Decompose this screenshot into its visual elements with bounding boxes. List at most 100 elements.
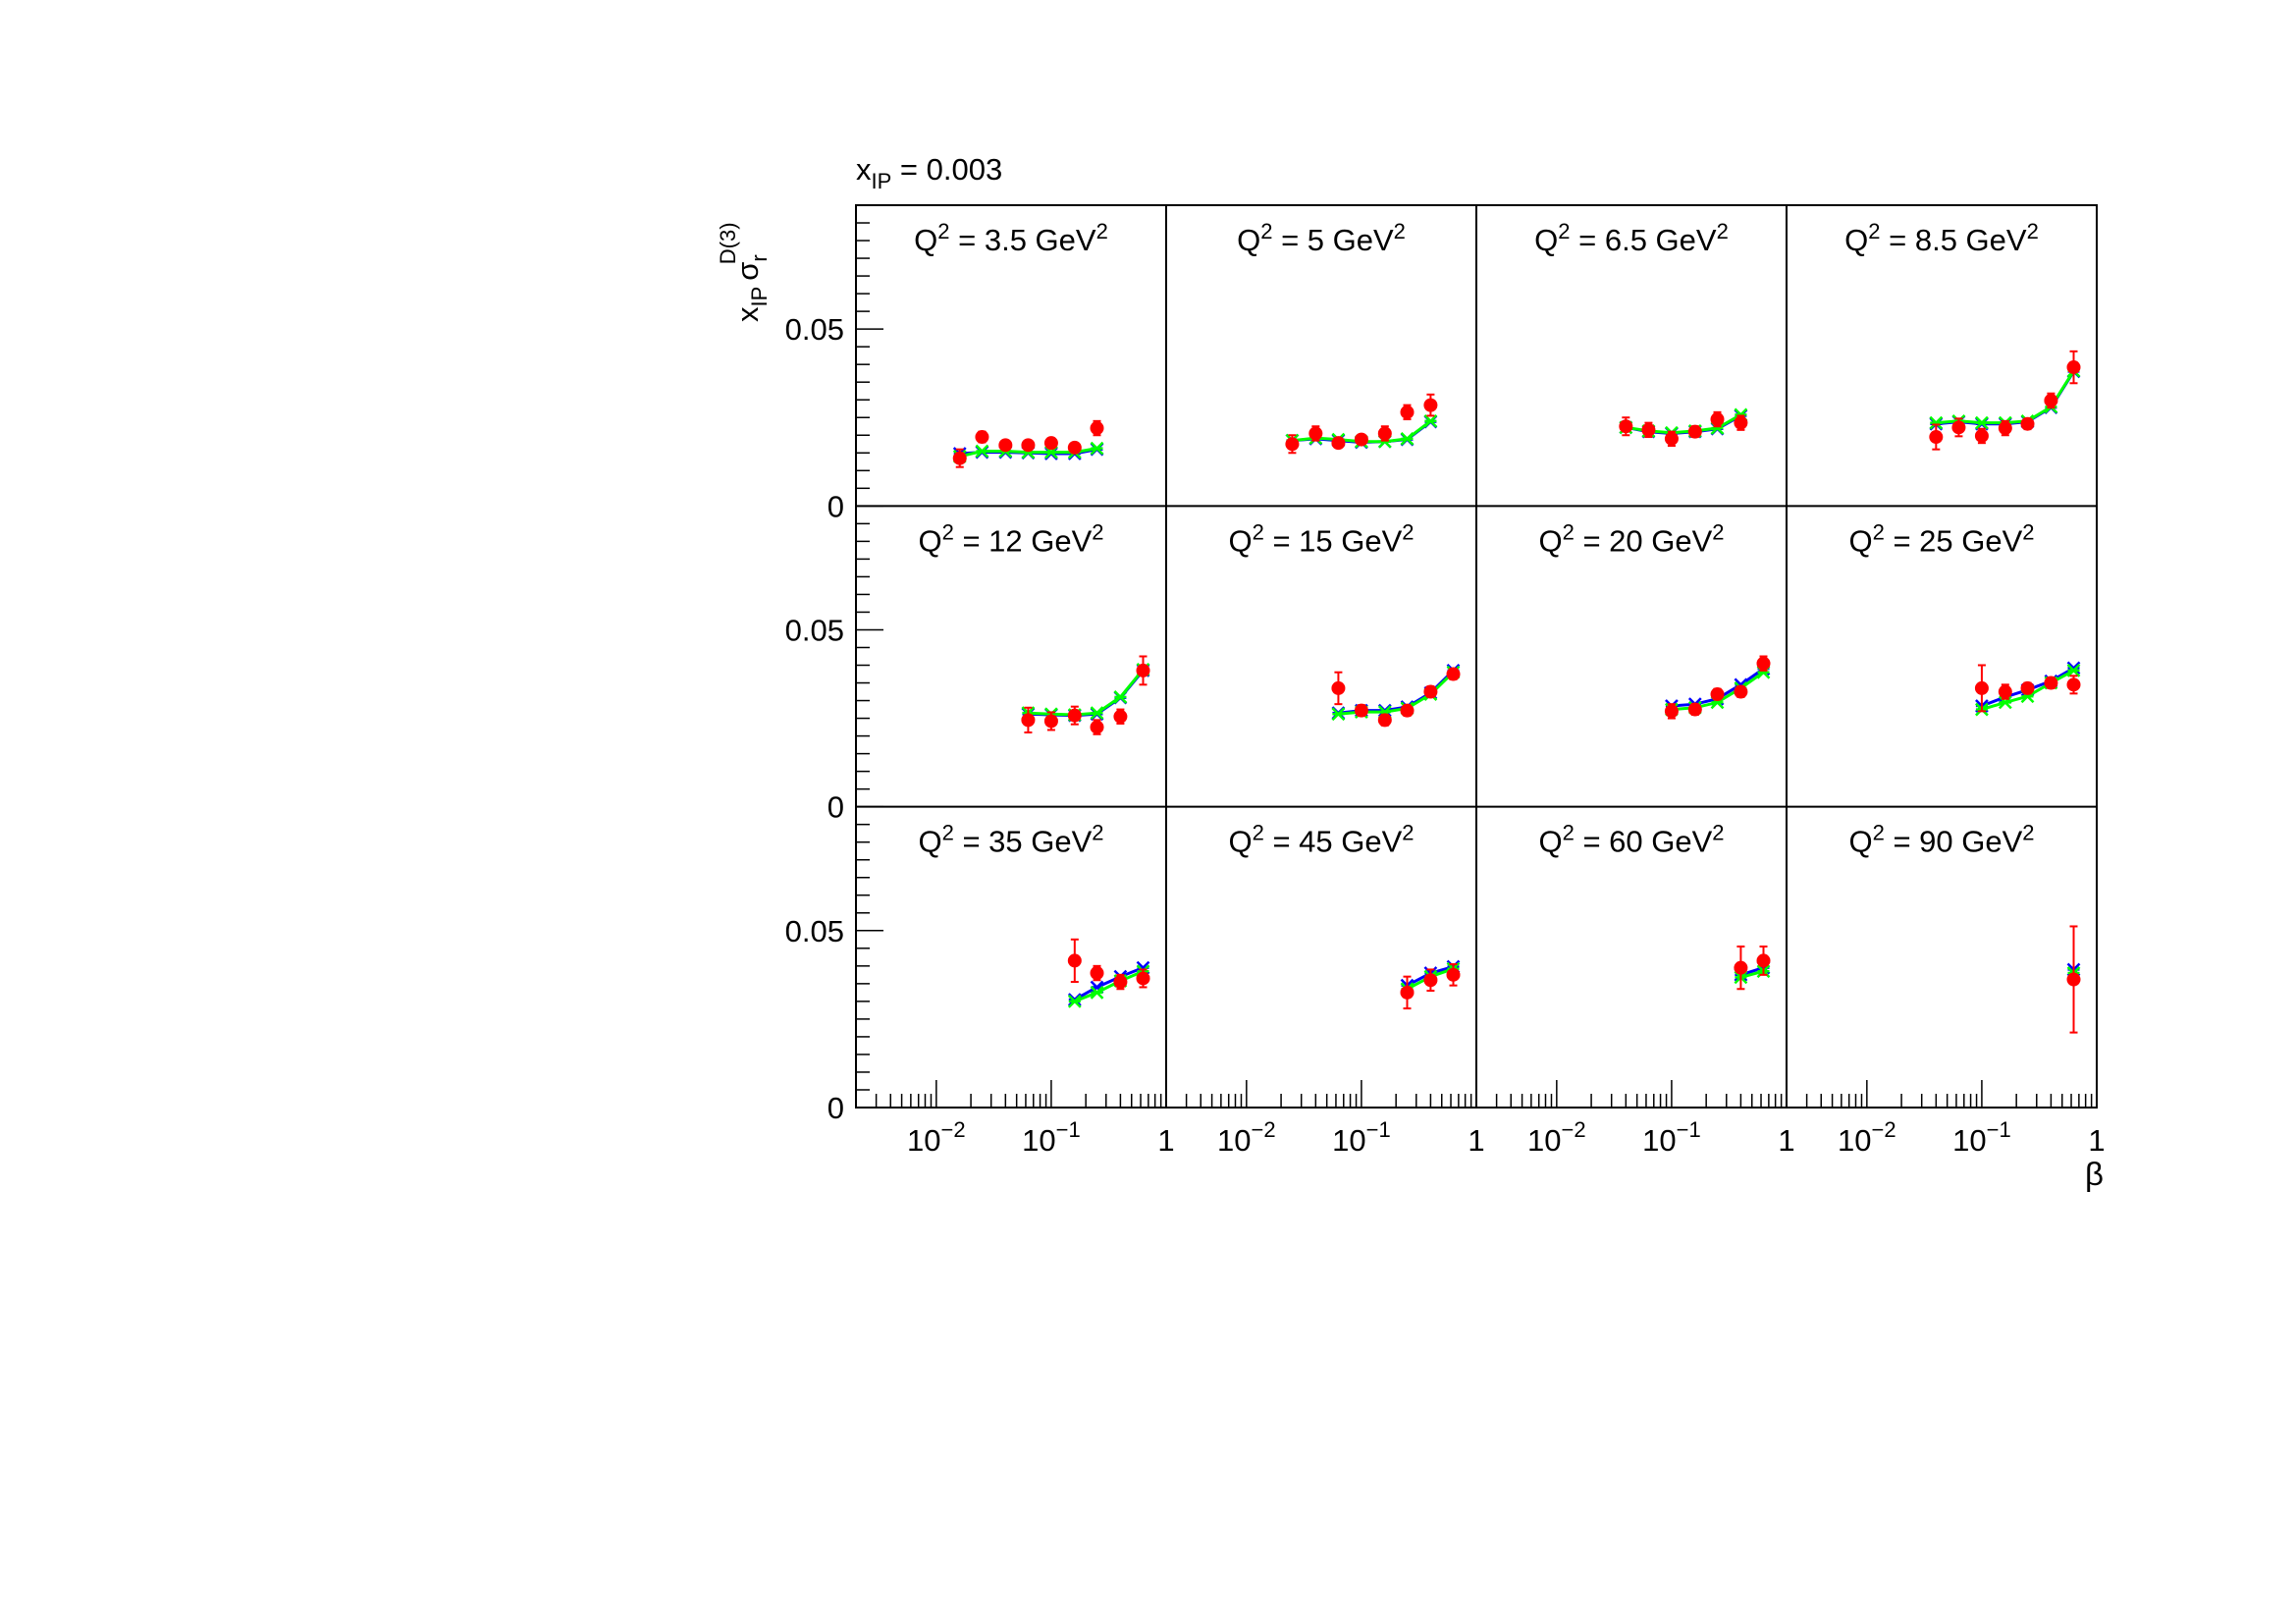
panel-label-q-exp: 2 xyxy=(1873,821,1885,845)
panel-2: Q2 = 5 GeV2 xyxy=(1237,219,1438,455)
x-tick-label-base: 1 xyxy=(1468,1123,1484,1158)
title-sub: IP xyxy=(872,169,892,193)
data-marker xyxy=(1331,436,1346,451)
data-marker xyxy=(1664,704,1679,719)
data-point xyxy=(1113,973,1128,991)
data-marker xyxy=(1090,720,1104,734)
data-point xyxy=(1423,684,1438,699)
data-marker xyxy=(1308,426,1323,441)
data-point xyxy=(1331,671,1346,706)
data-marker xyxy=(1446,967,1461,982)
data-marker xyxy=(2020,416,2035,431)
panel-label-q-exp: 2 xyxy=(1563,821,1575,845)
data-marker xyxy=(1021,438,1036,453)
data-point xyxy=(2066,350,2081,385)
panels-group: Q2 = 3.5 GeV2 Q2 = 5 GeV2 Q2 = 6.5 GeV2 Q2 … xyxy=(914,219,2081,1034)
x-tick-label-base: 1 xyxy=(1778,1123,1794,1158)
panel-label-value: = 20 GeV xyxy=(1575,523,1713,558)
data-marker xyxy=(1285,437,1300,452)
panel-label-q: Q xyxy=(1228,825,1252,859)
x-tick-label-base: 10 xyxy=(1642,1123,1676,1158)
title-var: x xyxy=(856,152,872,187)
data-point xyxy=(1136,968,1150,989)
data-point xyxy=(2020,680,2035,695)
x-tick-label: 10−2 xyxy=(1527,1117,1586,1158)
panel-label-unit-exp: 2 xyxy=(2022,821,2034,845)
panel-label: Q2 = 3.5 GeV2 xyxy=(914,219,1108,257)
data-point xyxy=(1998,683,2012,700)
data-point xyxy=(1687,702,1702,717)
data-point xyxy=(1734,414,1748,431)
data-point xyxy=(1308,425,1323,442)
data-marker xyxy=(1043,714,1058,729)
panel-label-q: Q xyxy=(918,523,941,558)
data-point xyxy=(2066,925,2081,1034)
panel-12: Q2 = 90 GeV2 xyxy=(1848,821,2081,1034)
x-tick-label: 10−2 xyxy=(1217,1117,1276,1158)
data-point xyxy=(1446,667,1461,681)
panel-label: Q2 = 5 GeV2 xyxy=(1237,219,1406,257)
panel-label-q-exp: 2 xyxy=(942,519,954,544)
x-tick-label: 1 xyxy=(1468,1123,1484,1158)
panel-label: Q2 = 15 GeV2 xyxy=(1228,519,1414,558)
data-marker xyxy=(2066,677,2081,692)
data-marker xyxy=(1734,415,1748,430)
data-point xyxy=(1021,706,1036,733)
data-point xyxy=(1090,719,1104,735)
data-marker xyxy=(2044,676,2058,690)
data-marker xyxy=(1067,708,1082,723)
x-tick-label-exp: −2 xyxy=(1562,1117,1586,1142)
model-blue-line xyxy=(1074,966,1145,1001)
data-marker xyxy=(1400,405,1415,419)
panel-label-value: = 45 GeV xyxy=(1264,825,1403,859)
panel-label: Q2 = 20 GeV2 xyxy=(1538,519,1724,558)
panel-label-q: Q xyxy=(1848,523,1872,558)
x-tick-label: 10−2 xyxy=(1838,1117,1896,1158)
x-tick-label: 10−2 xyxy=(907,1117,966,1158)
panel-label-value: = 60 GeV xyxy=(1575,825,1713,859)
data-marker xyxy=(1664,431,1679,446)
data-marker xyxy=(1067,953,1082,968)
ylabel-sigsub: r xyxy=(747,254,772,261)
data-point xyxy=(1664,703,1679,720)
panel-label: Q2 = 12 GeV2 xyxy=(918,519,1103,558)
panel-label-unit-exp: 2 xyxy=(2022,519,2034,544)
data-point xyxy=(1734,684,1748,699)
data-point xyxy=(2066,675,2081,695)
data-marker xyxy=(1113,975,1128,990)
y-tick-label: 0.05 xyxy=(785,613,844,647)
data-point xyxy=(1067,938,1082,984)
data-point xyxy=(1354,703,1368,718)
data-point xyxy=(1974,427,1989,445)
panel-label-q: Q xyxy=(1848,825,1872,859)
data-point xyxy=(1136,655,1150,686)
data-marker xyxy=(2020,680,2035,695)
chart-title: xIP = 0.003 xyxy=(856,152,1002,193)
panel-label-q-exp: 2 xyxy=(1873,519,1885,544)
panel-label: Q2 = 90 GeV2 xyxy=(1848,821,2034,859)
panel-label: Q2 = 25 GeV2 xyxy=(1848,519,2034,558)
y-tick-label: 0 xyxy=(828,1091,844,1125)
x-tick-label-exp: −2 xyxy=(1872,1117,1896,1142)
data-marker xyxy=(1974,680,1989,695)
x-tick-label-exp: −1 xyxy=(1987,1117,2011,1142)
y-tick-label: 0.05 xyxy=(785,312,844,347)
panel-label-unit-exp: 2 xyxy=(1092,821,1103,845)
model-green-marker xyxy=(1331,707,1346,722)
panel-label-value: = 12 GeV xyxy=(954,523,1093,558)
panel-label-value: = 3.5 GeV xyxy=(950,223,1096,257)
data-point xyxy=(2044,676,2058,690)
x-tick-label-base: 10 xyxy=(1838,1123,1871,1158)
panel-label-q: Q xyxy=(1228,523,1252,558)
data-point xyxy=(1285,434,1300,455)
x-tick-label: 1 xyxy=(1157,1123,1174,1158)
y-tick-label: 0 xyxy=(828,790,844,825)
data-point xyxy=(1929,423,1944,451)
data-marker xyxy=(1331,680,1346,695)
data-point xyxy=(1331,436,1346,451)
data-point xyxy=(1354,432,1368,447)
data-point xyxy=(1400,703,1415,718)
data-marker xyxy=(1423,973,1438,988)
